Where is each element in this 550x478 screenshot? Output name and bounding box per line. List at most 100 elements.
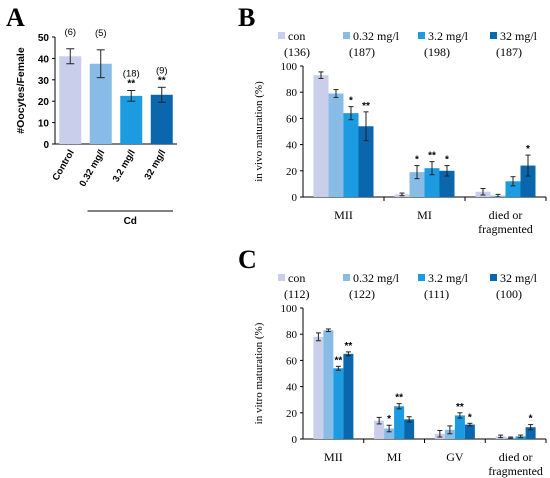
bar [343,113,359,197]
y-tick-label: 100 [281,303,298,315]
significance-marker: ** [362,101,370,112]
bar [120,95,143,144]
bar [404,419,415,439]
sample-size-label: (5) [95,28,107,39]
y-tick-label: 20 [286,166,298,178]
legend-sample-size: (100) [496,287,522,301]
legend-swatch [278,274,285,281]
legend-label: 32 mg/l [500,29,538,43]
x-category-label-line: MI [387,450,402,464]
x-category-label: MI [387,450,402,464]
sample-size-label: (6) [64,27,76,38]
legend-sample-size: (112) [284,287,310,301]
legend-sample-size: (198) [424,45,450,59]
bar [464,424,475,439]
x-category-label-line: fragmented [488,464,543,478]
significance-marker: * [387,414,391,425]
y-tick-label: 80 [286,329,298,341]
x-category-label: 32 mg/l [142,148,168,182]
legend-label: 3.2 mg/l [428,29,469,43]
y-axis-label: in vivo maturation (%) [253,81,265,182]
significance-marker: * [468,412,472,423]
legend-swatch [418,274,425,281]
y-tick-label: 20 [38,97,50,108]
y-axis-label: in vitro maturation (%) [253,322,265,424]
panel-letter-a: A [6,3,25,32]
significance-marker: * [445,155,449,166]
legend-sample-size: (136) [284,45,310,59]
significance-marker: ** [456,402,464,413]
bar [520,165,536,197]
x-category-label-line: MII [334,208,353,222]
significance-marker: * [349,96,353,107]
bar [424,168,440,197]
x-category-label-line: GV [446,450,464,464]
sample-size-label: (9) [156,65,168,76]
legend-swatch [343,274,350,281]
y-tick-label: 10 [38,119,50,130]
y-tick-label: 0 [292,434,298,446]
x-category-label: 3.2 mg/l [111,148,138,184]
legend-sample-size: (122) [349,287,375,301]
significance-marker: ** [158,75,166,86]
y-tick-label: 40 [286,382,298,394]
bar [343,353,354,439]
bar [358,126,374,197]
significance-marker: ** [428,151,436,162]
x-category-label: MI [417,208,432,222]
x-category-label-line: died or [499,450,533,464]
significance-marker: ** [395,393,403,404]
y-tick-label: 20 [286,408,298,420]
x-category-label-line: MI [417,208,432,222]
legend-label: 3.2 mg/l [428,271,469,285]
bar [313,336,324,439]
y-tick-label: 60 [286,355,298,367]
bar [59,56,82,145]
x-category-label-line: MII [324,450,343,464]
bar [394,406,405,439]
x-category-label: MII [334,208,353,222]
x-category-label: died or fragmented [478,208,533,236]
y-tick-label: 50 [38,33,50,44]
legend-label: 0.32 mg/l [353,29,400,43]
bar [444,429,455,439]
group-label: Cd [124,216,137,227]
bar [384,428,395,439]
bar [333,368,344,439]
legend-sample-size: (111) [424,287,449,301]
legend-swatch [343,32,350,39]
y-tick-label: 40 [38,54,50,65]
significance-marker: ** [334,355,342,366]
legend-swatch [490,274,497,281]
significance-marker: * [415,155,419,166]
legend-sample-size: (187) [349,45,375,59]
y-tick-label: 100 [281,61,298,73]
y-tick-label: 30 [38,76,50,87]
x-category-label: died or fragmented [488,450,543,478]
bar [505,181,521,197]
x-category-label: 0.32 mg/l [77,148,107,189]
legend-swatch [418,32,425,39]
bar [313,75,329,197]
x-category-label: MII [324,450,343,464]
bar [409,172,425,197]
legend-swatch [490,32,497,39]
x-category-label-line: died or [489,208,523,222]
x-category-label-line: fragmented [478,222,533,236]
y-tick-label: 0 [43,140,49,151]
y-tick-label: 40 [286,140,298,152]
significance-marker: * [529,414,533,425]
legend-label: 0.32 mg/l [353,271,400,285]
significance-marker: ** [127,79,135,90]
y-tick-label: 80 [286,87,298,99]
bar [454,415,465,439]
panel-letter-c: C [238,245,257,274]
bar [374,420,385,439]
y-axis-label: #Oocytes/Female [15,47,27,134]
bar [439,170,455,197]
panel-a-chart: A 0 10 20 30 40 50 #Oocytes/Female (6) Control (5)… [6,3,177,227]
bar [89,63,112,144]
